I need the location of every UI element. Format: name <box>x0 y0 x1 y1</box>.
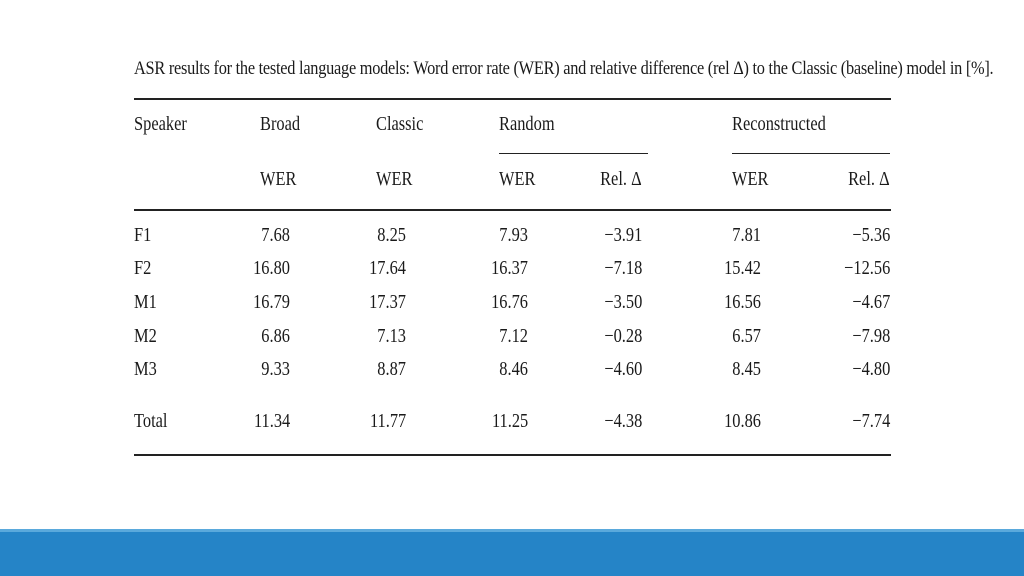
header-random-wer: WER <box>499 168 536 190</box>
reconstructed-group-rule <box>732 153 890 154</box>
random-wer-cell: 8.46 <box>499 358 528 380</box>
recon-rel-cell: −4.80 <box>852 358 890 380</box>
recon-wer-cell: 10.86 <box>724 410 761 432</box>
header-speaker: Speaker <box>134 113 187 135</box>
recon-wer-cell: 7.81 <box>732 224 761 246</box>
classic-cell: 8.25 <box>377 224 406 246</box>
broad-cell: 9.33 <box>261 358 290 380</box>
random-wer-cell: 16.76 <box>491 291 528 313</box>
recon-rel-cell: −12.56 <box>843 257 890 279</box>
random-wer-cell: 16.37 <box>491 257 528 279</box>
recon-rel-cell: −5.36 <box>852 224 890 246</box>
recon-rel-cell: −7.98 <box>852 325 890 347</box>
header-recon-wer: WER <box>732 168 769 190</box>
header-random: Random <box>499 113 555 135</box>
header-recon-rel: Rel. Δ <box>848 168 890 190</box>
slide-footer-accent-line <box>0 529 1024 532</box>
random-rel-cell: −4.38 <box>604 410 642 432</box>
slide-footer-band <box>0 532 1024 576</box>
speaker-cell: M3 <box>134 358 157 380</box>
classic-cell: 17.37 <box>369 291 406 313</box>
table-header-rule <box>134 209 891 211</box>
speaker-cell: F2 <box>134 257 152 279</box>
table-top-rule <box>134 98 891 100</box>
random-rel-cell: −3.50 <box>604 291 642 313</box>
classic-cell: 8.87 <box>377 358 406 380</box>
recon-rel-cell: −4.67 <box>852 291 890 313</box>
table-bottom-rule <box>134 454 891 456</box>
header-random-rel: Rel. Δ <box>600 168 642 190</box>
random-rel-cell: −0.28 <box>604 325 642 347</box>
classic-cell: 7.13 <box>377 325 406 347</box>
header-reconstructed: Reconstructed <box>732 113 826 135</box>
table-caption: ASR results for the tested language mode… <box>134 58 994 79</box>
broad-cell: 16.79 <box>253 291 290 313</box>
speaker-cell: Total <box>134 410 168 432</box>
recon-wer-cell: 15.42 <box>724 257 761 279</box>
header-broad: Broad <box>260 113 301 135</box>
speaker-cell: M2 <box>134 325 157 347</box>
classic-cell: 17.64 <box>369 257 406 279</box>
random-rel-cell: −7.18 <box>604 257 642 279</box>
recon-rel-cell: −7.74 <box>852 410 890 432</box>
recon-wer-cell: 16.56 <box>724 291 761 313</box>
classic-cell: 11.77 <box>369 410 406 432</box>
random-wer-cell: 11.25 <box>491 410 528 432</box>
random-wer-cell: 7.93 <box>499 224 528 246</box>
speaker-cell: M1 <box>134 291 157 313</box>
header-broad-wer: WER <box>260 168 297 190</box>
recon-wer-cell: 6.57 <box>732 325 761 347</box>
broad-cell: 16.80 <box>253 257 290 279</box>
random-group-rule <box>499 153 648 154</box>
broad-cell: 7.68 <box>261 224 290 246</box>
random-rel-cell: −3.91 <box>604 224 642 246</box>
broad-cell: 11.34 <box>253 410 290 432</box>
header-classic: Classic <box>376 113 424 135</box>
random-wer-cell: 7.12 <box>499 325 528 347</box>
recon-wer-cell: 8.45 <box>732 358 761 380</box>
random-rel-cell: −4.60 <box>604 358 642 380</box>
broad-cell: 6.86 <box>261 325 290 347</box>
header-classic-wer: WER <box>376 168 413 190</box>
speaker-cell: F1 <box>134 224 152 246</box>
